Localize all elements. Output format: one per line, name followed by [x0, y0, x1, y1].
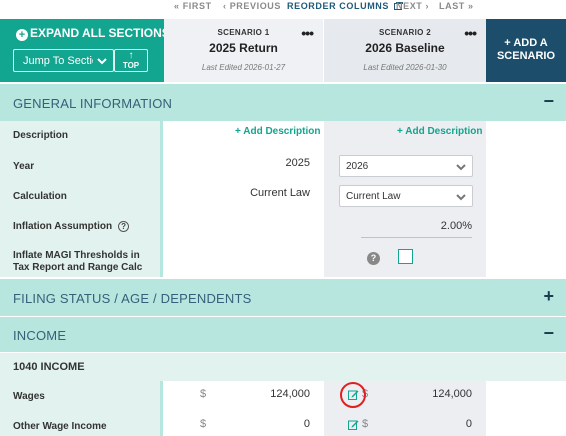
open-window-icon — [394, 2, 404, 10]
reorder-columns-label: REORDER COLUMNS — [287, 1, 390, 11]
minus-icon[interactable]: − — [543, 323, 554, 343]
question-circle-icon[interactable]: ? — [118, 221, 130, 232]
add-scenario-button[interactable]: + ADD A SCENARIO — [486, 19, 566, 82]
scenario-2-header: SCENARIO 2 2026 Baseline Last Edited 202… — [324, 19, 486, 82]
section-title: GENERAL INFORMATION — [13, 96, 173, 111]
back-to-top-button[interactable]: ↑ TOP — [114, 49, 148, 72]
scenario-2-last-edited: Last Edited 2026-01-30 — [363, 63, 447, 72]
year-select-value: 2026 — [346, 161, 369, 172]
section-controls: +EXPAND ALL SECTIONS Jump To Section ↑ T… — [0, 19, 170, 82]
expand-all-sections-button[interactable]: + EXPAND ALL SECTIONS — [16, 26, 170, 41]
chevron-down-icon — [456, 194, 466, 201]
currency-symbol: $ — [200, 388, 207, 400]
top-label: TOP — [122, 61, 140, 70]
inflate-magi-checkbox[interactable] — [398, 249, 413, 264]
subsection-1040-income: 1040 INCOME — [0, 353, 566, 381]
scenario-1-year-value: 2025 — [285, 157, 310, 169]
inflation-input-underline — [361, 237, 472, 238]
reorder-columns-button[interactable]: REORDER COLUMNS — [287, 1, 404, 11]
question-circle-icon[interactable]: ? — [367, 252, 380, 265]
scenario-1-name: 2025 Return — [209, 41, 278, 55]
arrow-up-icon: ↑ — [128, 50, 134, 61]
subsection-title: 1040 INCOME — [13, 361, 85, 373]
section-title: INCOME — [13, 328, 67, 343]
more-horizontal-icon[interactable]: ••• — [301, 25, 314, 41]
plus-icon[interactable]: + — [543, 286, 554, 306]
description-label: Description — [13, 130, 69, 141]
currency-symbol: $ — [362, 418, 369, 430]
scenario-2-wages-input[interactable]: 124,000 — [432, 388, 472, 400]
add-scenario-line1: + ADD A — [504, 37, 548, 49]
scenario-2-inflation-input[interactable]: 2.00% — [440, 220, 472, 232]
chevron-down-icon — [97, 58, 107, 65]
scenario-1-general-column — [164, 121, 323, 277]
section-title: FILING STATUS / AGE / DEPENDENTS — [13, 291, 252, 306]
calculation-select-value: Current Law — [346, 191, 401, 202]
scenario-1-header: SCENARIO 1 2025 Return Last Edited 2026-… — [164, 19, 323, 82]
plus-circle-icon: + — [16, 29, 28, 41]
chevron-down-icon — [456, 164, 466, 171]
jump-to-section-select[interactable]: Jump To Section — [13, 49, 114, 72]
scenario-1-wages-value: 124,000 — [270, 388, 310, 400]
inflation-assumption-row: Inflation Assumption? — [13, 221, 130, 233]
scenario-navigation: « FIRST ‹ PREVIOUS REORDER COLUMNS NEXT … — [0, 0, 566, 14]
wages-label: Wages — [13, 391, 45, 402]
last-button[interactable]: LAST » — [439, 1, 474, 11]
scenario-1-last-edited: Last Edited 2026-01-27 — [201, 63, 286, 72]
section-general-information[interactable]: GENERAL INFORMATION − — [0, 84, 566, 121]
scenario-2-year-select[interactable]: 2026 — [339, 155, 473, 177]
section-income[interactable]: INCOME − — [0, 317, 566, 352]
inflate-magi-label: Inflate MAGI Thresholds in Tax Report an… — [13, 250, 143, 273]
scenario-2-add-description-link[interactable]: + Add Description — [397, 126, 483, 137]
currency-symbol: $ — [200, 418, 207, 430]
scenario-2-label: SCENARIO 2 — [379, 28, 431, 37]
year-label: Year — [13, 161, 35, 172]
inflation-assumption-label: Inflation Assumption — [13, 221, 113, 232]
other-wage-income-label: Other Wage Income — [13, 421, 107, 432]
scenario-1-label: SCENARIO 1 — [217, 28, 270, 37]
minus-icon[interactable]: − — [543, 91, 554, 111]
more-horizontal-icon[interactable]: ••• — [464, 25, 477, 41]
scenario-1-income-column — [164, 381, 323, 436]
general-labels-column — [0, 121, 163, 277]
scenario-1-calculation-value: Current Law — [250, 187, 310, 199]
income-labels-column — [0, 381, 163, 436]
scenario-1-add-description-link[interactable]: + Add Description — [235, 126, 321, 137]
scenario-2-other-wage-input[interactable]: 0 — [465, 418, 472, 430]
previous-button[interactable]: ‹ PREVIOUS — [223, 1, 282, 11]
section-filing-status[interactable]: FILING STATUS / AGE / DEPENDENTS + — [0, 279, 566, 316]
scenario-2-calculation-select[interactable]: Current Law — [339, 185, 473, 207]
expand-all-label: EXPAND ALL SECTIONS — [30, 26, 170, 40]
jump-to-section-text: Jump To Section — [23, 55, 93, 67]
scenario-2-name: 2026 Baseline — [365, 41, 445, 55]
scenario-1-other-wage-value: 0 — [303, 418, 310, 430]
calculation-label: Calculation — [13, 191, 67, 202]
add-scenario-line2: SCENARIO — [496, 50, 556, 62]
edit-icon[interactable] — [348, 419, 359, 430]
next-button[interactable]: NEXT › — [396, 1, 430, 11]
highlight-circle — [340, 382, 366, 408]
first-button[interactable]: « FIRST — [174, 1, 212, 11]
